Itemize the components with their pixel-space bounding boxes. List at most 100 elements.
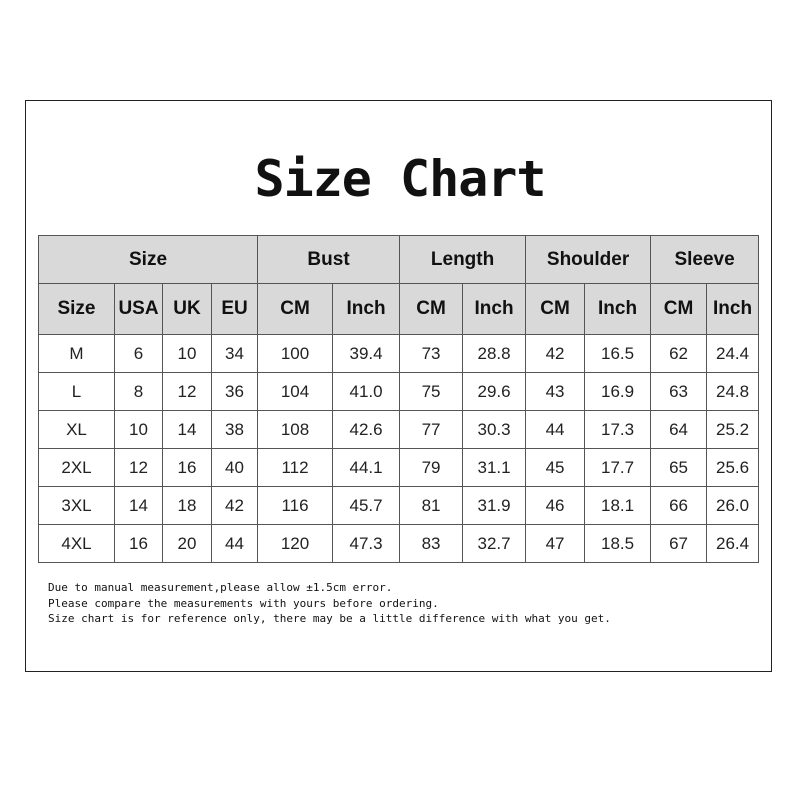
table-cell: 81: [399, 486, 464, 525]
table-cell: 16: [162, 448, 212, 487]
table-row: 4XL 16 20 44 120 47.3 83 32.7 47 18.5 67 26.4: [38, 524, 760, 563]
table-cell: 18.5: [584, 524, 652, 563]
table-cell: 24.4: [706, 334, 760, 373]
table-cell: 62: [650, 334, 708, 373]
table-cell: 28.8: [462, 334, 527, 373]
table-cell: 14: [162, 410, 212, 449]
column-header: Inch: [706, 283, 760, 335]
table-cell: M: [38, 334, 115, 373]
table-cell: 8: [114, 372, 163, 411]
column-header: CM: [399, 283, 464, 335]
table-cell: 26.4: [706, 524, 760, 563]
table-cell: 42.6: [332, 410, 401, 449]
table-cell: 47.3: [332, 524, 401, 563]
group-header-size: Size: [37, 235, 259, 284]
table-cell: 77: [399, 410, 464, 449]
notes: Due to manual measurement,please allow ±…: [48, 580, 611, 627]
table-cell: 2XL: [38, 448, 115, 487]
table-cell: 30.3: [462, 410, 527, 449]
table-cell: 79: [399, 448, 464, 487]
table-cell: 44: [525, 410, 586, 449]
size-table: Size Bust Length Shoulder Sleeve Size USA…: [37, 235, 760, 563]
table-cell: 18: [162, 486, 212, 525]
column-header: CM: [525, 283, 586, 335]
table-cell: 6: [114, 334, 163, 373]
table-cell: 44: [210, 524, 259, 563]
column-header: Size: [38, 283, 115, 335]
note-line: Due to manual measurement,please allow ±…: [48, 581, 393, 594]
table-cell: 38: [210, 410, 259, 449]
group-header-row: Size Bust Length Shoulder Sleeve: [37, 235, 760, 284]
table-cell: 39.4: [332, 334, 401, 373]
table-cell: 31.1: [462, 448, 527, 487]
table-cell: 10: [162, 334, 212, 373]
table-cell: 17.3: [584, 410, 652, 449]
table-cell: 14: [114, 486, 163, 525]
table-row: M 6 10 34 100 39.4 73 28.8 42 16.5 62 24.4: [38, 334, 760, 373]
table-row: 2XL 12 16 40 112 44.1 79 31.1 45 17.7 65 25.6: [38, 448, 760, 487]
table-cell: 41.0: [332, 372, 401, 411]
table-cell: 73: [399, 334, 464, 373]
table-cell: 75: [399, 372, 464, 411]
table-cell: 12: [114, 448, 163, 487]
table-cell: 3XL: [38, 486, 115, 525]
table-cell: 16.5: [584, 334, 652, 373]
table-cell: 45.7: [332, 486, 401, 525]
group-header-sleeve: Sleeve: [650, 235, 760, 284]
table-cell: 4XL: [38, 524, 115, 563]
table-cell: 25.6: [706, 448, 760, 487]
table-cell: 112: [257, 448, 334, 487]
table-cell: 26.0: [706, 486, 760, 525]
table-cell: 46: [525, 486, 586, 525]
chart-frame: [25, 100, 772, 672]
table-cell: 40: [210, 448, 259, 487]
table-cell: 65: [650, 448, 708, 487]
column-header: CM: [650, 283, 708, 335]
table-cell: 100: [257, 334, 334, 373]
table-row: L 8 12 36 104 41.0 75 29.6 43 16.9 63 24.8: [38, 372, 760, 411]
table-cell: 10: [114, 410, 163, 449]
table-cell: 63: [650, 372, 708, 411]
column-header: UK: [162, 283, 212, 335]
table-cell: 47: [525, 524, 586, 563]
column-header: CM: [257, 283, 334, 335]
table-cell: 66: [650, 486, 708, 525]
table-cell: XL: [38, 410, 115, 449]
table-cell: 36: [210, 372, 259, 411]
note-line: Size chart is for reference only, there …: [48, 612, 611, 625]
column-header: Inch: [332, 283, 401, 335]
table-cell: 20: [162, 524, 212, 563]
sub-header-row: Size USA UK EU CM Inch CM Inch CM Inch CM Inch: [38, 283, 760, 335]
table-cell: 17.7: [584, 448, 652, 487]
table-cell: 31.9: [462, 486, 527, 525]
table-row: 3XL 14 18 42 116 45.7 81 31.9 46 18.1 66 26.0: [38, 486, 760, 525]
group-header-bust: Bust: [257, 235, 401, 284]
table-cell: 29.6: [462, 372, 527, 411]
table-cell: 16.9: [584, 372, 652, 411]
group-header-shoulder: Shoulder: [525, 235, 652, 284]
group-header-length: Length: [399, 235, 527, 284]
column-header: USA: [114, 283, 163, 335]
table-cell: 44.1: [332, 448, 401, 487]
column-header: Inch: [584, 283, 652, 335]
table-cell: 34: [210, 334, 259, 373]
table-cell: 43: [525, 372, 586, 411]
table-cell: 24.8: [706, 372, 760, 411]
table-cell: 12: [162, 372, 212, 411]
table-cell: 83: [399, 524, 464, 563]
table-cell: 67: [650, 524, 708, 563]
column-header: Inch: [462, 283, 527, 335]
table-cell: 18.1: [584, 486, 652, 525]
table-cell: 45: [525, 448, 586, 487]
table-cell: 42: [210, 486, 259, 525]
table-cell: 108: [257, 410, 334, 449]
table-cell: 25.2: [706, 410, 760, 449]
table-cell: 104: [257, 372, 334, 411]
table-cell: 42: [525, 334, 586, 373]
table-cell: 16: [114, 524, 163, 563]
table-cell: 116: [257, 486, 334, 525]
table-cell: 120: [257, 524, 334, 563]
table-row: XL 10 14 38 108 42.6 77 30.3 44 17.3 64 25.2: [38, 410, 760, 449]
page-title: Size Chart: [254, 150, 546, 208]
table-cell: 64: [650, 410, 708, 449]
